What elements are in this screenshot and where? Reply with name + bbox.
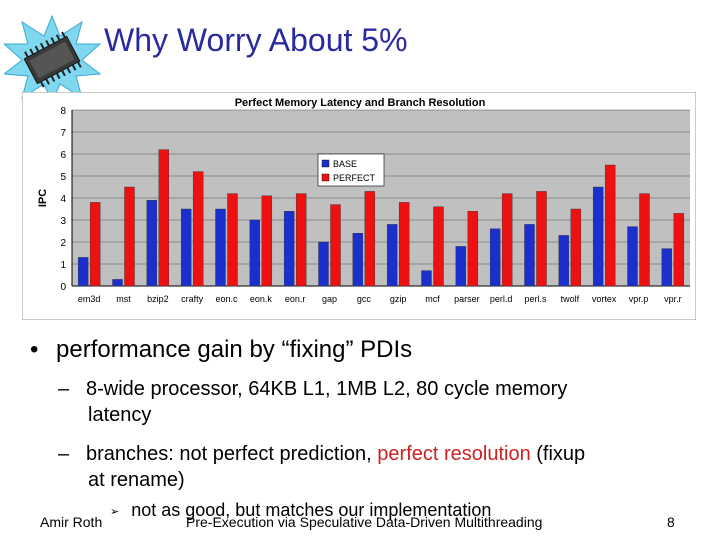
sub-sub-bullet: ➢ not as good, but matches our implementa…: [110, 500, 491, 521]
sub-sub-bullet-text: not as good, but matches our implementat…: [131, 500, 492, 520]
bar-perfect: [536, 191, 547, 287]
x-tick-label: bzip2: [147, 294, 169, 304]
bar-perfect: [89, 202, 101, 287]
bar-perfect: [261, 195, 273, 287]
bar-base: [215, 208, 226, 287]
bar-perfect: [673, 213, 685, 287]
bar-chart: 0 1 2 3 4 5 6 7 8 Perfect Memory Latency and Bran…: [21, 91, 697, 321]
bar-perfect: [158, 149, 170, 287]
bar-perfect: [124, 186, 135, 287]
main-bullet: • performance gain by “fixing” PDIs: [30, 336, 412, 364]
x-tick-label: mcf: [425, 294, 440, 304]
sub-bullet-processor: –8-wide processor, 64KB L1, 1MB L2, 80 c…: [58, 376, 698, 428]
bar-perfect: [570, 208, 582, 287]
bar-base: [180, 208, 192, 287]
bullet-glyph: •: [30, 336, 39, 363]
x-tick-label: em3d: [78, 294, 101, 304]
bar-base: [524, 224, 535, 287]
y-tick-label: 0: [60, 282, 66, 293]
x-tick-label: gzip: [390, 294, 407, 304]
sub-bullet-branches-part1: branches: not perfect prediction,: [86, 443, 378, 465]
x-tick-label: vpr.r: [664, 294, 682, 304]
bar-base: [421, 270, 432, 287]
x-tick-label: vortex: [592, 294, 617, 304]
bar-base: [455, 246, 467, 287]
chart-container: 0 1 2 3 4 5 6 7 8 Perfect Memory Latency and Bran…: [21, 91, 697, 325]
bar-base: [386, 224, 398, 287]
x-tick-label: eon.c: [215, 294, 238, 304]
legend-label: PERFECT: [333, 173, 376, 183]
bar-base: [77, 257, 89, 287]
arrow-bullet-icon: ➢: [110, 505, 120, 518]
x-tick-label: perl.s: [524, 294, 547, 304]
y-tick-label: 5: [60, 172, 66, 183]
chip-logo-icon: [4, 14, 102, 104]
x-tick-label: eon.r: [285, 294, 306, 304]
bar-perfect: [364, 191, 376, 287]
sub-bullet-branches-highlight: perfect resolution: [377, 443, 531, 465]
bar-perfect: [192, 171, 204, 287]
dash-glyph: –: [58, 443, 70, 465]
bar-perfect: [433, 206, 444, 287]
x-tick-label: mst: [116, 294, 131, 304]
x-tick-label: eon.k: [250, 294, 273, 304]
dash-glyph: –: [58, 378, 70, 400]
x-tick-label: gap: [322, 294, 337, 304]
x-tick-label: vpr.p: [629, 294, 649, 304]
bar-base: [489, 228, 501, 287]
x-tick-label: twolf: [561, 294, 580, 304]
sub-bullet-branches: – branches: not perfect prediction, perfe…: [58, 441, 698, 493]
y-axis-label: IPC: [37, 189, 49, 207]
x-tick-label: crafty: [181, 294, 204, 304]
legend-swatch: [321, 173, 330, 182]
bar-base: [249, 219, 261, 287]
y-tick-label: 6: [60, 150, 66, 161]
bar-base: [318, 241, 329, 287]
x-tick-label: perl.d: [490, 294, 513, 304]
x-tick-label: gcc: [357, 294, 372, 304]
bar-perfect: [227, 193, 238, 287]
bar-perfect: [330, 204, 341, 287]
bar-perfect: [639, 193, 650, 287]
bar-base: [661, 248, 673, 287]
bar-base: [592, 186, 604, 287]
legend-swatch: [321, 159, 330, 168]
bar-perfect: [467, 210, 479, 287]
sub-bullet-processor-line1: 8-wide processor, 64KB L1, 1MB L2, 80 cy…: [86, 378, 568, 400]
bar-perfect: [398, 202, 410, 287]
bar-base: [112, 279, 123, 287]
y-tick-label: 1: [60, 260, 66, 271]
y-tick-label: 2: [60, 238, 66, 249]
chart-title: Perfect Memory Latency and Branch Resolu…: [235, 97, 486, 109]
x-tick-label: parser: [454, 294, 480, 304]
y-tick-label: 3: [60, 216, 66, 227]
bar-base: [627, 226, 638, 287]
slide-title: Why Worry About 5%: [104, 22, 408, 58]
sub-bullet-branches-line2: at rename): [88, 469, 185, 491]
sub-bullet-branches-part2: (fixup: [530, 443, 586, 465]
bar-perfect: [295, 193, 307, 287]
footer-author: Amir Roth: [40, 514, 103, 530]
bar-base: [146, 199, 158, 287]
bar-base: [558, 235, 570, 287]
footer-talk-title: Pre-Execution via Speculative Data-Drive…: [186, 514, 543, 530]
slide-number: 8: [667, 514, 675, 530]
sub-bullet-processor-line2: latency: [88, 404, 152, 426]
y-tick-label: 7: [60, 128, 66, 139]
bar-base: [352, 232, 364, 287]
legend-label: BASE: [333, 159, 357, 169]
main-bullet-text: performance gain by “fixing” PDIs: [56, 336, 413, 363]
bar-perfect: [501, 193, 513, 287]
bar-perfect: [604, 164, 616, 287]
bar-base: [283, 210, 295, 287]
y-tick-label: 8: [60, 106, 66, 117]
y-tick-label: 4: [60, 194, 66, 205]
